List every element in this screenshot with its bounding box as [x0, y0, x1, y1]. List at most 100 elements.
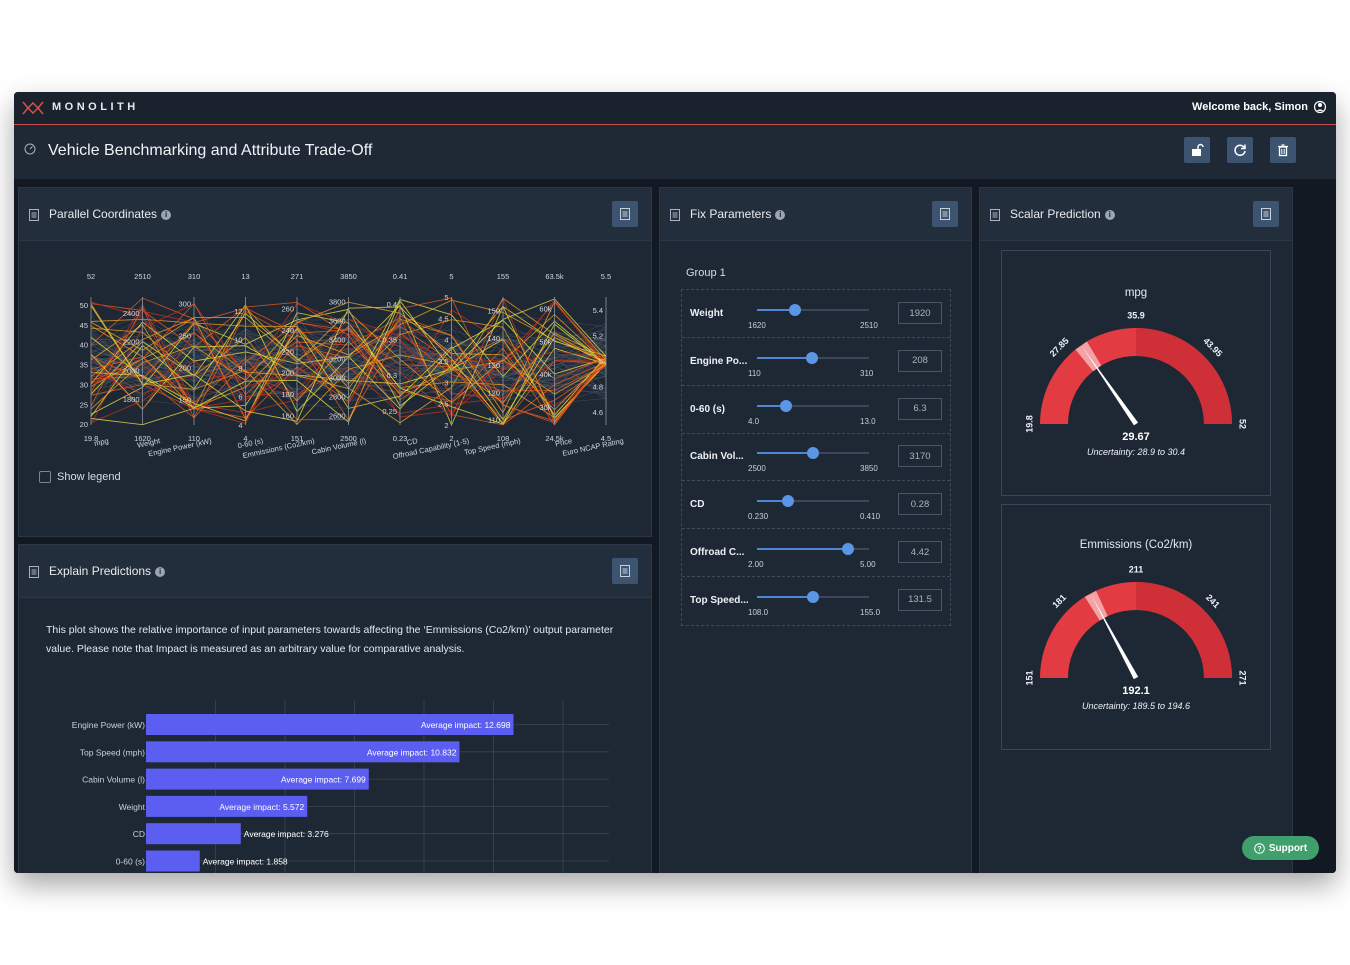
gauge-mid-label: 211	[1129, 564, 1144, 574]
gauge-max-label: 52	[1238, 419, 1248, 429]
axis-tick-label: 20	[80, 420, 88, 429]
parameter-group: Weight 1620 2510 1920 Engine Po... 110 310 208 0…	[681, 289, 951, 626]
parameter-slider[interactable]	[757, 543, 869, 555]
impact-bar[interactable]	[146, 741, 460, 763]
parameter-slider[interactable]	[757, 351, 869, 364]
axis-tick-label: 3600	[329, 317, 346, 326]
parameter-value-input[interactable]: 6.3	[898, 397, 942, 420]
axis-tick-label: 110	[488, 416, 500, 425]
parameter-max: 2510	[860, 321, 878, 330]
slider-handle[interactable]	[789, 304, 802, 316]
info-icon[interactable]: i	[1104, 210, 1115, 220]
info-icon[interactable]: i	[161, 210, 172, 220]
user-icon[interactable]	[1314, 100, 1326, 114]
legend-checkbox[interactable]	[39, 471, 51, 483]
document-icon	[620, 208, 630, 220]
axis-max-label: 63.5k	[545, 272, 564, 281]
delete-button[interactable]	[1270, 137, 1296, 163]
document-icon	[29, 209, 39, 221]
axis-min-label: 4	[243, 434, 247, 443]
axis-min-label: 2	[449, 434, 453, 443]
slider-handle[interactable]	[805, 351, 818, 364]
parameter-min: 4.0	[748, 416, 760, 426]
axis-max-label: 271	[291, 272, 304, 281]
bar-value-label: Average impact: 10.832	[367, 747, 457, 757]
impact-bar[interactable]	[146, 795, 308, 817]
impact-bar[interactable]	[146, 768, 369, 790]
parameter-slider[interactable]	[757, 399, 869, 412]
parameter-slider[interactable]	[757, 304, 869, 316]
gauge-max-label: 271	[1238, 670, 1248, 685]
emissions-gauge: 151 181 211 241 271 192.1 Uncertainty: 189.5 t…	[1024, 564, 1248, 711]
impact-bar-chart[interactable]: Engine Power (kW) Average impact: 12.698 T…	[19, 700, 651, 873]
parameter-value-input[interactable]: 1920	[898, 302, 942, 324]
parameter-value-input[interactable]: 0.28	[898, 493, 942, 516]
axis-tick-label: 200	[281, 369, 294, 378]
parameter-value-input[interactable]: 131.5	[898, 588, 942, 611]
refresh-button[interactable]	[1227, 137, 1253, 163]
parameter-value-input[interactable]: 4.42	[898, 541, 942, 563]
axis-tick-label: 8	[238, 364, 242, 373]
parameter-label: CD	[690, 499, 705, 511]
explain-description: This plot shows the relative importance …	[46, 624, 614, 655]
slider-handle[interactable]	[807, 447, 819, 460]
parameter-slider[interactable]	[757, 447, 869, 460]
parameter-slider[interactable]	[757, 495, 869, 508]
parameter-min: 108.0	[748, 607, 769, 617]
axis-tick-label: 35	[80, 361, 88, 370]
parameter-label: Cabin Vol...	[690, 451, 744, 463]
impact-bar[interactable]	[146, 850, 200, 872]
panel-menu-button[interactable]	[612, 558, 638, 584]
right-gutter	[1302, 179, 1336, 873]
parameter-min: 110	[748, 368, 761, 378]
axis-min-label: 19.8	[84, 434, 99, 443]
support-button[interactable]: ? Support	[1242, 836, 1319, 860]
parameter-row: Cabin Vol... 2500 3850 3170	[682, 433, 950, 482]
panel-menu-button[interactable]	[1253, 201, 1279, 227]
axis-tick-label: 0.4	[387, 300, 397, 309]
document-icon	[940, 208, 950, 220]
axis-title: Cabin Volume (l)	[311, 436, 368, 456]
info-icon[interactable]: i	[155, 567, 166, 577]
svg-text:?: ?	[1257, 846, 1261, 853]
gauge-title: Emmissions (Co2/km)	[1079, 539, 1193, 551]
panel-title: Fix Parameters i	[690, 207, 786, 221]
parameter-value-input[interactable]: 208	[898, 349, 942, 372]
axis-tick-label: 5	[599, 357, 603, 366]
impact-bar[interactable]	[146, 714, 514, 735]
axis-tick-label: 30k	[539, 403, 551, 412]
parameter-value-input[interactable]: 3170	[898, 445, 942, 468]
parameter-row: 0-60 (s) 4.0 13.0 6.3	[682, 386, 950, 434]
panel-menu-button[interactable]	[612, 201, 638, 227]
parameter-max: 310	[860, 368, 874, 378]
brand-name: MONOLITH	[52, 101, 139, 113]
show-legend-toggle[interactable]: Show legend	[39, 471, 121, 483]
slider-handle[interactable]	[807, 590, 819, 603]
axis-tick-label: 0.35	[382, 336, 397, 345]
parallel-coordinates-chart[interactable]: 525045403530252019.8mpg25102400220020001…	[19, 240, 651, 468]
impact-bar[interactable]	[146, 823, 241, 845]
gauge-quarter-label: 27.85	[1048, 336, 1071, 359]
info-icon[interactable]: i	[775, 210, 786, 220]
axis-title: mpg	[93, 436, 109, 448]
axis-tick-label: 2400	[123, 309, 140, 318]
parameter-row: CD 0.230 0.410 0.28	[682, 481, 950, 530]
bar-row: CD Average impact: 3.276	[133, 823, 609, 845]
parameter-slider[interactable]	[757, 590, 869, 603]
slider-handle[interactable]	[780, 399, 793, 412]
axis-title: Top Speed (mph)	[463, 436, 522, 457]
axis-tick-label: 2	[444, 421, 448, 430]
unlock-button[interactable]	[1184, 137, 1210, 163]
axis-tick-label: 0.25	[382, 407, 397, 416]
gauge-title: mpg	[1124, 287, 1148, 299]
slider-handle[interactable]	[841, 543, 854, 555]
panel-title: Explain Predictions i	[49, 564, 166, 578]
axis-tick-label: 2200	[123, 338, 140, 347]
axis-tick-label: 3200	[329, 355, 346, 364]
explain-predictions-panel: Explain Predictions i This plot shows the…	[18, 544, 652, 873]
axis-tick-label: 140	[487, 334, 500, 343]
slider-handle[interactable]	[782, 495, 795, 508]
panel-menu-button[interactable]	[932, 201, 958, 227]
